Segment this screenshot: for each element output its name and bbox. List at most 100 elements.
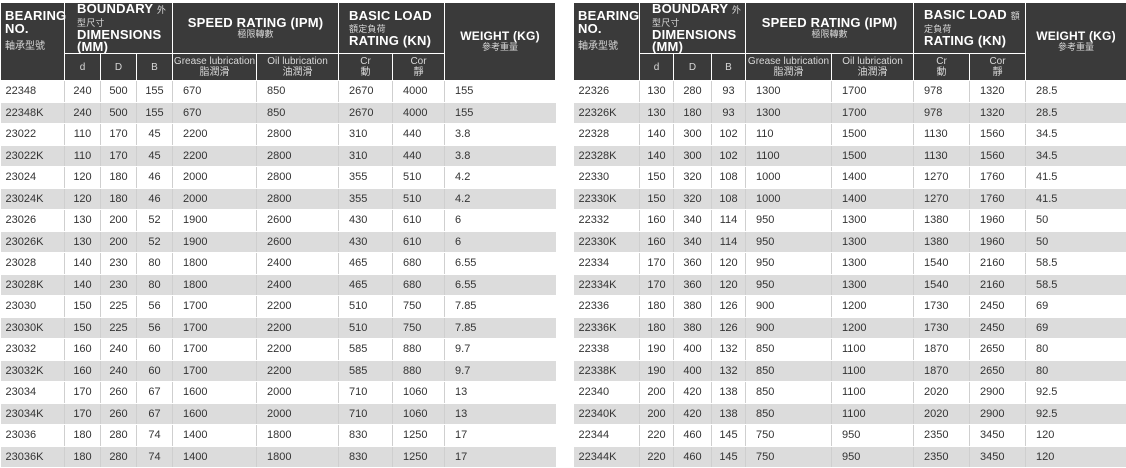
cor-load-cell: 1760	[970, 167, 1026, 189]
oil-speed-cell: 2400	[257, 274, 339, 296]
weight-cell: 13	[445, 382, 556, 404]
oil-speed-cell: 1400	[832, 188, 914, 210]
width-B-cell: 60	[137, 339, 173, 361]
cr-load-cell: 2350	[914, 446, 970, 468]
width-B-cell: 67	[137, 382, 173, 404]
outer-D-cell: 180	[101, 167, 137, 189]
boundary-dimensions-header: BOUNDARY 外型尺寸 DIMENSIONS (MM)	[65, 3, 173, 54]
outer-D-cell: 380	[674, 317, 712, 339]
oil-speed-cell: 1400	[832, 167, 914, 189]
cr-load-cell: 1730	[914, 296, 970, 318]
grease-speed-cell: 900	[746, 296, 832, 318]
bore-d-cell: 170	[640, 274, 674, 296]
grease-speed-cell: 750	[746, 425, 832, 447]
weight-cell: 80	[1026, 339, 1126, 361]
bore-d-cell: 160	[640, 210, 674, 232]
cr-load-cell: 1270	[914, 167, 970, 189]
oil-speed-cell: 1700	[832, 102, 914, 124]
bore-d-cell: 150	[640, 188, 674, 210]
width-B-cell: 74	[137, 446, 173, 468]
bearing-no-label: BEARING NO.	[578, 9, 639, 35]
width-B-cell: 108	[712, 188, 746, 210]
weight-cell: 92.5	[1026, 403, 1126, 425]
cor-load-cell: 2900	[970, 403, 1026, 425]
weight-cell: 58.5	[1026, 274, 1126, 296]
grease-speed-cell: 750	[746, 446, 832, 468]
col-d-header: d	[640, 54, 674, 81]
oil-speed-cell: 2800	[257, 188, 339, 210]
bearing-no-cell: 22340	[574, 382, 640, 404]
weight-cell: 41.5	[1026, 188, 1126, 210]
grease-speed-cell: 1600	[173, 403, 257, 425]
bore-d-cell: 170	[640, 253, 674, 275]
cr-label: Cr	[936, 56, 947, 67]
cr-load-cell: 1380	[914, 210, 970, 232]
weight-cell: 13	[445, 403, 556, 425]
bearing-no-cell: 22336	[574, 296, 640, 318]
oil-speed-cell: 1300	[832, 274, 914, 296]
speed-rating-cn-label: 極限轉數	[746, 29, 913, 40]
width-B-cell: 102	[712, 145, 746, 167]
oil-speed-cell: 2600	[257, 210, 339, 232]
bearing-no-cell: 23030K	[1, 317, 65, 339]
width-B-cell: 93	[712, 102, 746, 124]
bearing-no-cell: 22332	[574, 210, 640, 232]
width-B-cell: 52	[137, 210, 173, 232]
outer-D-cell: 420	[674, 403, 712, 425]
oil-speed-cell: 2800	[257, 167, 339, 189]
outer-D-cell: 340	[674, 210, 712, 232]
boundary-label: BOUNDARY	[77, 1, 153, 16]
grease-speed-cell: 850	[746, 360, 832, 382]
weight-cell: 50	[1026, 231, 1126, 253]
oil-speed-cell: 1100	[832, 339, 914, 361]
bearing-no-cell: 23026K	[1, 231, 65, 253]
bore-d-cell: 170	[65, 403, 101, 425]
grease-speed-cell: 1800	[173, 253, 257, 275]
cor-load-cell: 1560	[970, 124, 1026, 146]
outer-D-cell: 240	[101, 360, 137, 382]
width-B-cell: 102	[712, 124, 746, 146]
grease-speed-cell: 2000	[173, 188, 257, 210]
width-B-cell: 120	[712, 274, 746, 296]
cor-load-cell: 1760	[970, 188, 1026, 210]
cr-load-cell: 355	[339, 167, 393, 189]
cor-load-cell: 1060	[393, 382, 445, 404]
col-D-header: D	[101, 54, 137, 81]
col-D-header: D	[674, 54, 712, 81]
cr-load-cell: 310	[339, 145, 393, 167]
width-B-cell: 132	[712, 339, 746, 361]
oil-speed-cell: 1500	[832, 124, 914, 146]
width-B-cell: 67	[137, 403, 173, 425]
bore-d-cell: 130	[640, 102, 674, 124]
grease-speed-cell: 900	[746, 317, 832, 339]
oil-speed-cell: 1700	[832, 81, 914, 103]
oil-label: Oil lubrication	[267, 56, 328, 67]
oil-speed-cell: 2200	[257, 317, 339, 339]
oil-speed-cell: 1800	[257, 425, 339, 447]
grease-speed-cell: 1700	[173, 360, 257, 382]
outer-D-cell: 400	[674, 360, 712, 382]
weight-cell: 17	[445, 446, 556, 468]
bore-d-cell: 200	[640, 403, 674, 425]
oil-speed-cell: 850	[257, 81, 339, 103]
cor-load-cell: 510	[393, 188, 445, 210]
speed-rating-label: SPEED RATING (IPM)	[746, 17, 913, 29]
bore-d-cell: 160	[65, 360, 101, 382]
oil-speed-cell: 1300	[832, 231, 914, 253]
cor-load-cell: 880	[393, 339, 445, 361]
basic-load-label: BASIC LOAD	[349, 8, 432, 23]
cr-load-cell: 465	[339, 274, 393, 296]
bearing-no-header: BEARING NO. 軸承型號	[574, 3, 640, 81]
oil-speed-cell: 2800	[257, 124, 339, 146]
